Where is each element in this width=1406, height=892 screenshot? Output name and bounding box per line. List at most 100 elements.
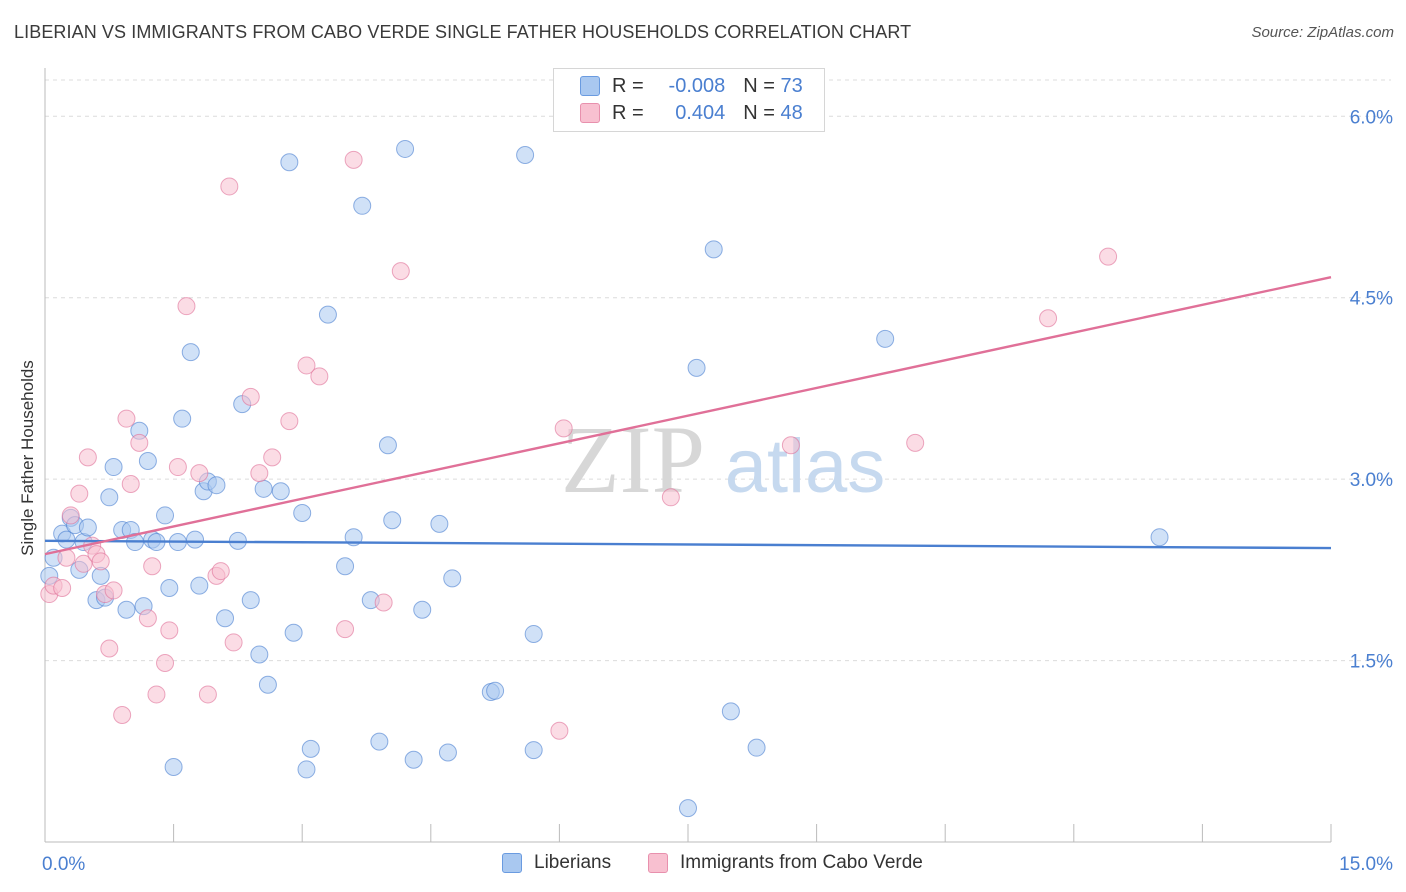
data-point-cabo-verde xyxy=(121,474,140,493)
data-point-liberian xyxy=(687,358,706,377)
data-point-liberian xyxy=(383,511,402,530)
series-label-cabo-verde: Immigrants from Cabo Verde xyxy=(680,852,923,873)
data-point-cabo-verde xyxy=(1099,247,1118,266)
legend-row-liberians: R = -0.008 N = 73 xyxy=(580,73,803,99)
legend-n-value: 73 xyxy=(780,74,803,97)
data-point-cabo-verde xyxy=(91,552,110,571)
data-point-liberian xyxy=(438,743,457,762)
data-point-cabo-verde xyxy=(177,297,196,316)
data-point-liberian xyxy=(254,479,273,498)
data-point-cabo-verde xyxy=(130,433,149,452)
data-point-liberian xyxy=(524,624,543,643)
data-point-cabo-verde xyxy=(61,506,80,525)
data-point-liberian xyxy=(241,591,260,610)
data-point-cabo-verde xyxy=(224,633,243,652)
legend-r-value: 0.404 xyxy=(675,101,726,124)
data-point-liberian xyxy=(258,675,277,694)
data-point-liberian xyxy=(704,240,723,259)
data-point-liberian xyxy=(156,506,175,525)
data-point-liberian xyxy=(1150,528,1169,547)
series-swatch-cabo-verde xyxy=(648,853,668,873)
watermark: ZIP atlas xyxy=(561,406,885,513)
data-point-cabo-verde xyxy=(117,409,136,428)
data-point-cabo-verde xyxy=(391,262,410,281)
data-point-liberian xyxy=(747,738,766,757)
data-point-cabo-verde xyxy=(160,621,179,640)
data-point-liberian xyxy=(721,702,740,721)
data-point-liberian xyxy=(486,681,505,700)
series-swatch-liberians xyxy=(502,853,522,873)
data-point-liberian xyxy=(396,139,415,158)
data-point-cabo-verde xyxy=(78,448,97,467)
data-point-liberian xyxy=(430,514,449,533)
data-point-cabo-verde xyxy=(113,706,132,724)
data-point-liberian xyxy=(516,145,535,164)
data-point-liberian xyxy=(413,600,432,619)
data-point-cabo-verde xyxy=(190,464,209,483)
data-point-liberian xyxy=(250,645,269,664)
data-point-liberian xyxy=(173,409,192,428)
data-point-cabo-verde xyxy=(554,419,573,438)
chart-title: LIBERIAN VS IMMIGRANTS FROM CABO VERDE S… xyxy=(14,22,912,42)
data-point-cabo-verde xyxy=(156,653,175,672)
data-point-cabo-verde xyxy=(344,150,363,169)
legend-n-value: 48 xyxy=(780,101,803,124)
legend-swatch-cabo-verde xyxy=(580,103,600,123)
series-legend-liberians[interactable]: Liberians xyxy=(502,852,611,874)
data-point-liberian xyxy=(117,600,136,619)
data-point-liberian xyxy=(164,758,183,777)
trend-line-liberian xyxy=(44,539,1332,550)
trend-lines xyxy=(44,275,1332,556)
data-point-liberian xyxy=(160,579,179,597)
data-point-liberian xyxy=(100,488,119,507)
data-point-liberian xyxy=(404,750,423,769)
data-point-liberian xyxy=(297,760,316,779)
legend-n-label: N = xyxy=(743,74,775,97)
data-point-cabo-verde xyxy=(280,412,299,431)
data-point-cabo-verde xyxy=(250,464,269,483)
x-tick-label-max: 15.0% xyxy=(1339,854,1393,875)
data-point-cabo-verde xyxy=(781,436,800,455)
data-point-liberian xyxy=(181,343,200,362)
data-point-cabo-verde xyxy=(143,557,162,576)
tick-labels: 1.5% 3.0% 4.5% 6.0% 0.0% 15.0% xyxy=(42,107,1393,875)
legend-r-label: R = xyxy=(612,74,644,97)
data-point-liberian xyxy=(353,196,372,215)
data-point-cabo-verde xyxy=(211,562,230,581)
y-tick-label: 1.5% xyxy=(1350,652,1393,673)
data-point-liberian xyxy=(318,305,337,324)
data-point-cabo-verde xyxy=(1039,309,1058,328)
data-point-liberian xyxy=(293,504,312,523)
data-point-cabo-verde xyxy=(374,593,393,612)
data-point-cabo-verde xyxy=(220,177,239,196)
series-legend-cabo-verde[interactable]: Immigrants from Cabo Verde xyxy=(648,852,923,874)
data-point-liberian xyxy=(679,799,697,818)
data-point-liberian xyxy=(301,739,320,758)
legend-r-value: -0.008 xyxy=(668,74,726,97)
watermark-atlas: atlas xyxy=(725,424,886,509)
data-point-cabo-verde xyxy=(138,609,157,628)
series-legend: Liberians Immigrants from Cabo Verde xyxy=(0,852,1406,878)
data-point-liberian xyxy=(370,732,389,751)
data-point-cabo-verde xyxy=(100,639,119,658)
data-point-cabo-verde xyxy=(661,488,680,507)
data-point-liberian xyxy=(443,569,462,588)
x-tick-label-min: 0.0% xyxy=(42,854,85,875)
data-point-cabo-verde xyxy=(104,581,123,600)
data-point-liberian xyxy=(378,436,397,455)
legend-r-label: R = xyxy=(612,101,644,124)
data-point-cabo-verde xyxy=(906,433,925,452)
data-point-liberian xyxy=(190,576,209,595)
data-point-cabo-verde xyxy=(70,484,89,503)
legend-row-cabo-verde: R = 0.404 N = 48 xyxy=(580,100,803,126)
watermark-zip: ZIP xyxy=(561,406,705,513)
data-point-liberian xyxy=(138,452,157,470)
data-point-cabo-verde xyxy=(241,387,260,406)
data-point-cabo-verde xyxy=(297,356,316,375)
data-point-liberian xyxy=(524,741,543,760)
data-point-liberian xyxy=(336,557,355,576)
data-point-cabo-verde xyxy=(168,458,187,477)
trend-line-cabo-verde xyxy=(44,275,1332,556)
legend-n-label: N = xyxy=(743,101,775,124)
